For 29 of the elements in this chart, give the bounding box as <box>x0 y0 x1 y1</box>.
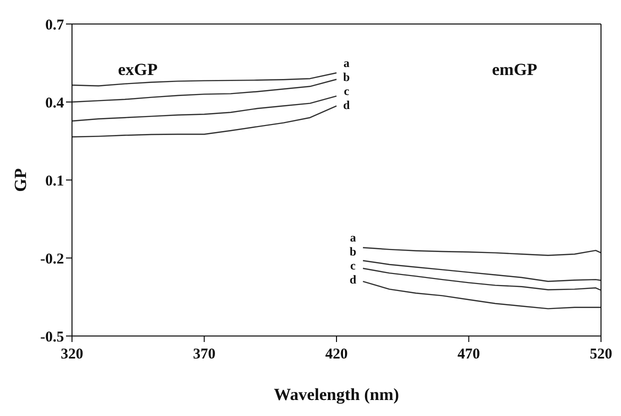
x-tick-label: 320 <box>60 346 84 363</box>
line-series <box>362 260 601 282</box>
line-series <box>72 95 338 122</box>
x-axis-title: Wavelength (nm) <box>274 385 400 404</box>
series-label: a <box>344 56 350 70</box>
series-label: d <box>343 98 350 112</box>
series-label: c <box>344 84 350 98</box>
x-tick-label: 420 <box>325 346 348 363</box>
y-axis-title: GP <box>11 168 30 192</box>
y-tick-label: -0.5 <box>40 329 64 346</box>
region-caption: exGP <box>118 60 158 80</box>
x-tick-label: 470 <box>458 346 480 363</box>
series-label: b <box>350 244 357 259</box>
line-series <box>362 247 601 256</box>
series-label: c <box>350 258 356 273</box>
region-caption: emGP <box>492 60 538 80</box>
line-series <box>362 280 601 310</box>
series-label: b <box>343 70 350 84</box>
y-tick-label: 0.7 <box>45 17 64 34</box>
line-series <box>72 105 338 138</box>
y-tick-label: 0.1 <box>45 173 64 190</box>
line-series <box>362 268 601 291</box>
x-tick-label: 520 <box>590 346 612 363</box>
y-tick-label: 0.4 <box>45 95 64 112</box>
series-label: d <box>350 272 357 287</box>
x-tick-label: 370 <box>193 346 216 363</box>
series-label: a <box>350 230 356 245</box>
y-tick-label: -0.2 <box>40 251 64 268</box>
line-series <box>72 78 338 103</box>
